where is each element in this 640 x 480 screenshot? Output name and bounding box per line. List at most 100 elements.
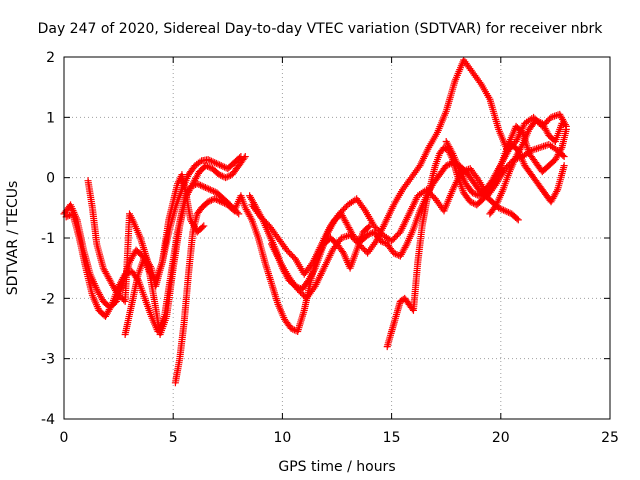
data-point: [195, 180, 203, 188]
ticks: 0 5 10 15 20 25 -4 -3 -2 -1 0 1 2: [41, 50, 619, 446]
data-point: [532, 116, 540, 124]
data-point: [212, 159, 220, 167]
data-point: [310, 266, 318, 274]
data-point: [216, 161, 224, 169]
data-point: [360, 205, 368, 213]
data-point: [559, 151, 567, 159]
data-point: [371, 239, 379, 247]
y-tick-label: -2: [41, 291, 55, 307]
data-point: [365, 230, 373, 238]
grid: [64, 57, 610, 419]
data-point: [204, 162, 212, 170]
data-point: [209, 158, 217, 166]
data-point: [247, 214, 255, 222]
data-point: [468, 189, 476, 197]
x-tick-label: 0: [60, 430, 69, 446]
data-point: [204, 156, 212, 164]
data-point: [211, 195, 219, 203]
data-point: [214, 196, 222, 204]
data-point: [223, 173, 231, 181]
data-point: [200, 222, 208, 230]
data-point: [219, 199, 227, 207]
data-point: [538, 143, 546, 151]
data-point: [513, 215, 521, 223]
x-tick-label: 20: [492, 430, 510, 446]
data-point: [445, 160, 453, 168]
data-point: [201, 183, 209, 191]
data-point: [121, 270, 129, 278]
series-track-k: [486, 116, 566, 218]
data-point: [533, 145, 541, 153]
data-point: [390, 249, 398, 257]
data-point: [217, 171, 225, 179]
data-point: [235, 210, 243, 218]
data-point: [205, 163, 213, 171]
chart-title: Day 247 of 2020, Sidereal Day-to-day VTE…: [38, 21, 604, 37]
data-point: [241, 153, 249, 161]
x-axis-label: GPS time / hours: [278, 459, 395, 475]
data-point: [364, 231, 372, 239]
data-point: [470, 190, 478, 198]
data-point: [560, 153, 568, 161]
data-point: [466, 198, 474, 206]
data-point: [498, 205, 506, 213]
data-point: [196, 158, 204, 166]
data-point: [217, 162, 225, 170]
data-point: [514, 216, 522, 224]
data-point: [217, 198, 225, 206]
data-point: [561, 121, 569, 129]
data-point: [543, 141, 551, 149]
data-point: [444, 161, 452, 169]
data-point: [222, 174, 230, 182]
data-point: [518, 142, 526, 150]
data-point: [211, 159, 219, 167]
data-point: [225, 172, 233, 180]
data-point: [504, 208, 512, 216]
data-point: [203, 184, 211, 192]
data-point: [534, 144, 542, 152]
y-tick-label: -4: [41, 412, 55, 428]
y-tick-label: -3: [41, 352, 55, 368]
data-point: [474, 175, 482, 183]
data-point: [287, 325, 295, 332]
data-points: [60, 56, 570, 387]
series-track-e: [171, 192, 374, 387]
data-point: [501, 207, 509, 215]
series-track-c: [84, 153, 249, 339]
data-point: [442, 162, 450, 170]
data-point: [476, 78, 484, 86]
x-tick-label: 25: [601, 430, 619, 446]
data-point: [197, 181, 204, 189]
data-point: [198, 223, 206, 231]
data-point: [310, 284, 318, 292]
series-track-h: [267, 56, 570, 302]
data-point: [535, 118, 543, 126]
data-point: [206, 197, 214, 205]
data-point: [391, 250, 399, 258]
x-tick-label: 10: [273, 430, 291, 446]
data-point: [364, 223, 372, 231]
data-point: [210, 187, 218, 195]
data-point: [202, 162, 210, 170]
data-point: [558, 119, 566, 127]
data-point: [207, 157, 215, 165]
data-point: [308, 260, 316, 268]
data-point: [146, 262, 154, 270]
data-point: [206, 156, 214, 164]
data-point: [533, 117, 541, 125]
data-point: [536, 144, 544, 151]
y-tick-label: 1: [46, 110, 55, 126]
data-point: [553, 187, 561, 195]
data-point: [540, 142, 548, 150]
data-point: [206, 186, 214, 194]
data-point: [415, 163, 423, 171]
data-point: [468, 199, 476, 207]
data-point: [496, 205, 504, 213]
data-point: [214, 160, 222, 168]
data-point: [402, 242, 410, 250]
data-point: [204, 198, 212, 206]
data-point: [205, 185, 213, 193]
data-point: [212, 196, 220, 204]
data-point: [562, 125, 570, 133]
